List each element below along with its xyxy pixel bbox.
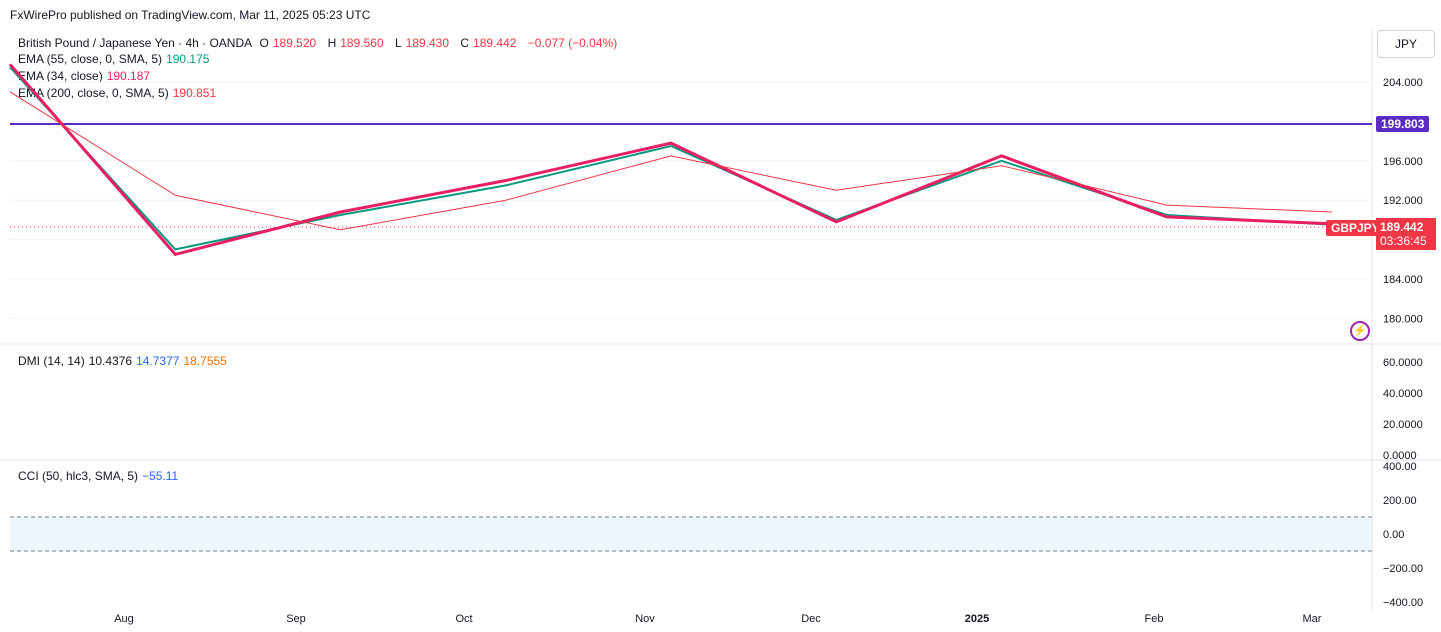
change-value: −0.077 (−0.04%) bbox=[527, 36, 618, 50]
ema200-legend: EMA (200, close, 0, SMA, 5) 190.851 bbox=[18, 86, 220, 100]
hline-price-badge: 199.803 bbox=[1376, 116, 1430, 132]
last-price-badge: 189.442 03:36:45 bbox=[1376, 218, 1436, 250]
countdown-timer: 03:36:45 bbox=[1380, 234, 1427, 248]
cci-tick-label: 400.00 bbox=[1383, 461, 1417, 473]
ema-series-line bbox=[8, 63, 1333, 257]
low-value: 189.430 bbox=[405, 36, 450, 50]
dmi-label: DMI (14, 14) bbox=[18, 354, 85, 368]
symbol-badge: GBPJPY bbox=[1326, 220, 1385, 236]
time-tick-label: Sep bbox=[286, 613, 306, 625]
ema55-value: 190.175 bbox=[166, 52, 210, 66]
open-label: O bbox=[259, 36, 269, 50]
dmi-tick-label: 0.0000 bbox=[1383, 450, 1417, 462]
high-label: H bbox=[327, 36, 337, 50]
ema200-value: 190.851 bbox=[172, 86, 217, 100]
ema34-value: 190.187 bbox=[106, 69, 151, 83]
time-tick-label: Mar bbox=[1303, 613, 1322, 625]
close-label: C bbox=[460, 36, 470, 50]
lightning-icon[interactable]: ⚡ bbox=[1350, 321, 1370, 341]
ema200-label: EMA (200, close, 0, SMA, 5) bbox=[18, 86, 169, 100]
price-tick-label: 184.000 bbox=[1383, 274, 1423, 286]
time-tick-label: Feb bbox=[1145, 613, 1164, 625]
dmi-plus: 14.7377 bbox=[136, 354, 180, 368]
price-tick-label: 204.000 bbox=[1383, 77, 1423, 89]
price-tick-label: 192.000 bbox=[1383, 195, 1423, 207]
published-header: FxWirePro published on TradingView.com, … bbox=[10, 8, 371, 22]
ema55-legend: EMA (55, close, 0, SMA, 5) 190.175 bbox=[18, 52, 213, 66]
dmi-adx: 10.4376 bbox=[88, 354, 133, 368]
cci-label: CCI (50, hlc3, SMA, 5) bbox=[18, 469, 139, 483]
ema-series-line bbox=[9, 66, 1333, 251]
instrument-legend: British Pound / Japanese Yen · 4h · OAND… bbox=[18, 36, 621, 50]
ema-series-line bbox=[9, 91, 1333, 231]
last-price-value: 189.442 bbox=[1380, 220, 1424, 234]
cci-tick-label: 200.00 bbox=[1383, 495, 1417, 507]
time-tick-label: Nov bbox=[635, 613, 655, 625]
high-value: 189.560 bbox=[340, 36, 384, 50]
cci-band bbox=[10, 517, 1372, 551]
cci-tick-label: 0.00 bbox=[1383, 529, 1404, 541]
dmi-tick-label: 20.0000 bbox=[1383, 419, 1423, 431]
ema34-legend: EMA (34, close) 190.187 bbox=[18, 69, 154, 83]
dmi-legend: DMI (14, 14) 10.4376 14.7377 18.7555 bbox=[18, 354, 231, 368]
time-tick-label: Aug bbox=[114, 613, 134, 625]
time-tick-label: Dec bbox=[801, 613, 821, 625]
time-tick-label: 2025 bbox=[965, 613, 989, 625]
cci-tick-label: −200.00 bbox=[1383, 563, 1423, 575]
low-label: L bbox=[394, 36, 402, 50]
ema34-label: EMA (34, close) bbox=[18, 69, 103, 83]
currency-button[interactable]: JPY bbox=[1377, 30, 1435, 58]
dmi-tick-label: 60.0000 bbox=[1383, 357, 1423, 369]
cci-tick-label: −400.00 bbox=[1383, 597, 1423, 609]
open-value: 189.520 bbox=[272, 36, 317, 50]
price-tick-label: 196.000 bbox=[1383, 156, 1423, 168]
cci-value: −55.11 bbox=[142, 469, 179, 483]
dmi-minus: 18.7555 bbox=[183, 354, 227, 368]
dmi-tick-label: 40.0000 bbox=[1383, 388, 1423, 400]
price-tick-label: 180.000 bbox=[1383, 313, 1423, 325]
instrument-name: British Pound / Japanese Yen · 4h · OAND… bbox=[18, 36, 253, 50]
close-value: 189.442 bbox=[473, 36, 517, 50]
ema55-label: EMA (55, close, 0, SMA, 5) bbox=[18, 52, 163, 66]
cci-legend: CCI (50, hlc3, SMA, 5) −55.11 bbox=[18, 469, 182, 483]
time-tick-label: Oct bbox=[455, 613, 472, 625]
